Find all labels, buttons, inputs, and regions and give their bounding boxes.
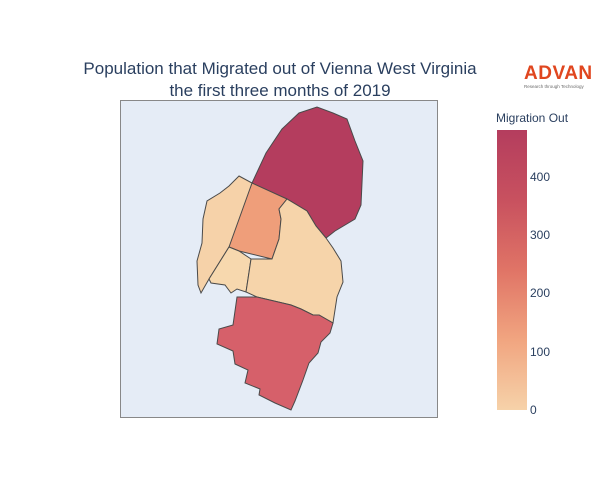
advan-logo: ADVAN Research through Technology <box>524 64 600 90</box>
chart-title: Population that Migrated out of Vienna W… <box>40 58 520 102</box>
region-southwest-small[interactable] <box>208 246 252 294</box>
logo-wordmark: ADVAN <box>524 63 593 84</box>
map-svg <box>196 106 364 411</box>
colorbar-tick-label: 300 <box>530 228 551 242</box>
colorbar-tick-label: 100 <box>530 344 551 359</box>
colorbar-gradient <box>497 130 527 410</box>
logo-tagline: Research through Technology <box>524 84 584 89</box>
colorbar-tick-label: 0 <box>530 403 537 417</box>
colorbar-tick-label: 400 <box>530 169 551 184</box>
colorbar-tick-label: 200 <box>530 286 551 301</box>
title-line-2: the first three months of 2019 <box>169 81 391 100</box>
region-south[interactable] <box>216 296 334 411</box>
title-line-1: Population that Migrated out of Vienna W… <box>83 59 477 78</box>
colorbar-title: Migration Out <box>496 111 569 125</box>
map-plot-area[interactable] <box>120 100 438 418</box>
